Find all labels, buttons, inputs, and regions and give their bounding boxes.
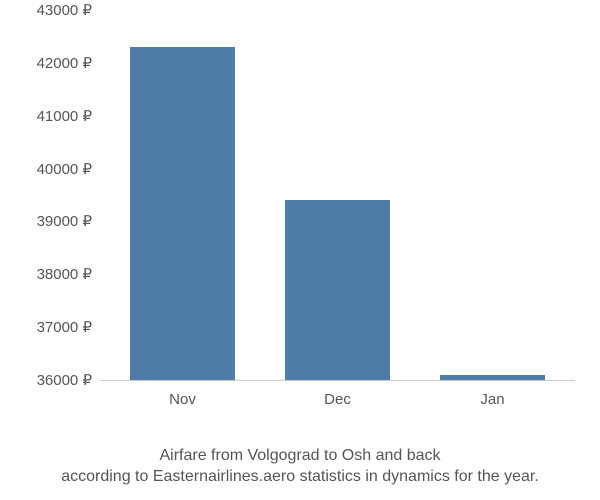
- y-tick-label: 43000 ₽: [20, 1, 92, 19]
- chart-caption: Airfare from Volgograd to Osh and back a…: [0, 445, 600, 488]
- y-tick-label: 39000 ₽: [20, 212, 92, 230]
- x-tick-label: Dec: [324, 391, 351, 408]
- bar: [285, 200, 390, 380]
- x-tick-label: Nov: [169, 391, 196, 408]
- x-tick-label: Jan: [480, 391, 504, 408]
- caption-line-1: Airfare from Volgograd to Osh and back: [159, 447, 440, 464]
- y-tick-label: 40000 ₽: [20, 160, 92, 178]
- y-tick-label: 41000 ₽: [20, 107, 92, 125]
- chart-container: 36000 ₽ 37000 ₽ 38000 ₽ 39000 ₽ 40000 ₽ 41000…: [20, 10, 575, 430]
- caption-line-2: according to Easternairlines.aero statis…: [61, 468, 539, 485]
- y-tick-label: 42000 ₽: [20, 54, 92, 72]
- bar: [130, 47, 235, 380]
- y-tick-label: 36000 ₽: [20, 371, 92, 389]
- y-tick-label: 37000 ₽: [20, 318, 92, 336]
- plot-area: [100, 10, 575, 380]
- y-tick-label: 38000 ₽: [20, 265, 92, 283]
- chart-baseline: [100, 380, 575, 381]
- bar: [440, 375, 545, 380]
